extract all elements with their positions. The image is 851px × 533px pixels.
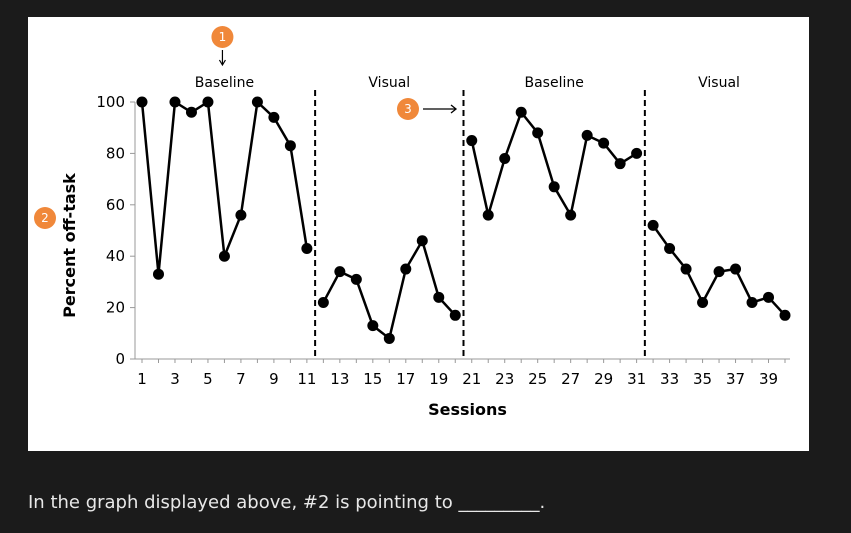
x-tick-label: 27 [561,370,580,388]
y-tick-label: 100 [96,93,125,111]
y-tick-label: 80 [106,144,125,162]
y-axis-title: Percent off-task [60,173,79,318]
x-tick-label: 23 [495,370,514,388]
data-point [317,296,329,308]
phase-label-baseline: Baseline [195,75,254,91]
data-point [284,140,296,152]
x-tick-label: 35 [693,370,712,388]
data-point [647,219,659,231]
annotation-arrowhead-1 [218,59,226,67]
data-point [515,106,527,118]
x-tick-label: 5 [203,370,213,388]
x-tick-label: 37 [726,370,745,388]
x-tick-label: 29 [594,370,613,388]
data-point [713,266,725,278]
data-point [416,235,428,247]
data-point [334,266,346,278]
y-tick-label: 20 [106,299,125,317]
x-tick-label: 1 [137,370,147,388]
x-tick-label: 17 [396,370,415,388]
data-point [268,111,280,123]
x-tick-label: 11 [297,370,316,388]
y-tick-label: 0 [115,350,125,368]
x-tick-label: 25 [528,370,547,388]
data-point [251,96,263,108]
data-point [614,158,626,170]
annotation-label-2: 2 [41,211,49,225]
data-point [499,153,511,165]
data-point [185,106,197,118]
x-axis-title: Sessions [428,400,507,419]
data-point [383,332,395,344]
x-tick-label: 31 [627,370,646,388]
data-point [730,263,742,275]
data-point [697,296,709,308]
data-point [367,320,379,332]
annotation-marker-1 [211,26,234,48]
data-point [763,291,775,303]
x-tick-label: 15 [363,370,382,388]
data-point [218,250,230,262]
question-text: In the graph displayed above, #2 is poin… [28,492,546,513]
data-point [631,147,643,159]
data-point [581,129,593,141]
annotation-label-3: 3 [404,102,412,116]
data-point [548,181,560,193]
x-tick-label: 13 [330,370,349,388]
data-point [466,135,478,147]
series-line [470,109,638,219]
data-point [664,242,676,254]
data-point [301,242,313,254]
x-tick-label: 3 [170,370,180,388]
annotation-label-1: 1 [219,30,227,44]
data-point [400,263,412,275]
y-tick-label: 40 [106,247,125,265]
phase-label-visual: Visual [368,75,410,91]
x-tick-label: 9 [269,370,279,388]
y-tick-label: 60 [106,196,125,214]
series-line [140,99,309,275]
data-point [746,296,758,308]
data-point [565,209,577,221]
data-point [598,137,610,149]
data-point [779,309,791,321]
data-point [152,268,164,280]
annotation-marker-3 [397,98,419,120]
data-point [169,96,181,108]
data-point [482,209,494,221]
x-tick-label: 19 [429,370,448,388]
annotation-marker-2 [34,207,56,229]
chart-card: 0 20 40 60 80 100 1 3 5 7 9 11 13 15 17 19 21 23 25 27 29 31 3… [28,17,809,451]
data-point [532,127,544,139]
data-point [449,309,461,321]
data-point [350,273,362,285]
data-point [680,263,692,275]
phase-label-visual: Visual [698,75,740,91]
data-point [235,209,247,221]
data-point [202,96,214,108]
data-point [136,96,148,108]
x-tick-label: 39 [759,370,778,388]
series-line [322,237,457,341]
annotation-arrowhead-3 [450,104,458,114]
phase-label-baseline: Baseline [524,75,583,91]
data-point [433,291,445,303]
x-tick-label: 7 [236,370,246,388]
x-tick-label: 33 [660,370,679,388]
x-tick-label: 21 [462,370,481,388]
